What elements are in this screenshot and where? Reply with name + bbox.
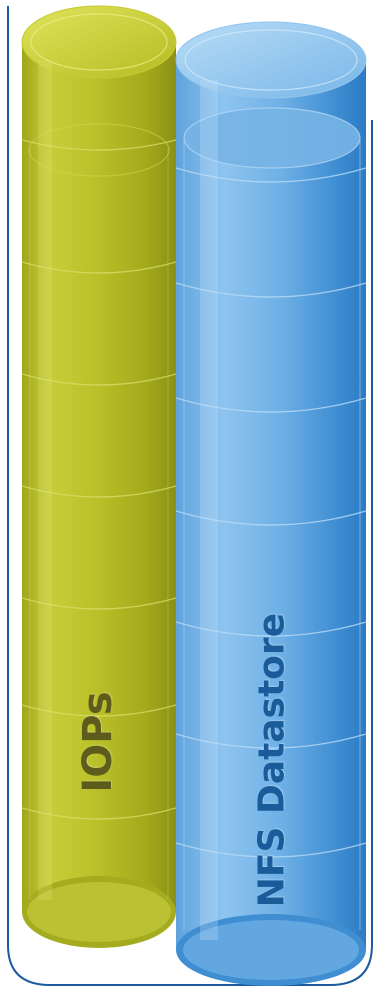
iops-cylinder bbox=[21, 5, 177, 948]
nfs-datastore-label: NFS Datastore bbox=[251, 612, 293, 908]
iops-label: IOPs bbox=[75, 691, 121, 793]
outer-frame bbox=[7, 6, 373, 986]
nfs-cylinder bbox=[175, 21, 367, 986]
